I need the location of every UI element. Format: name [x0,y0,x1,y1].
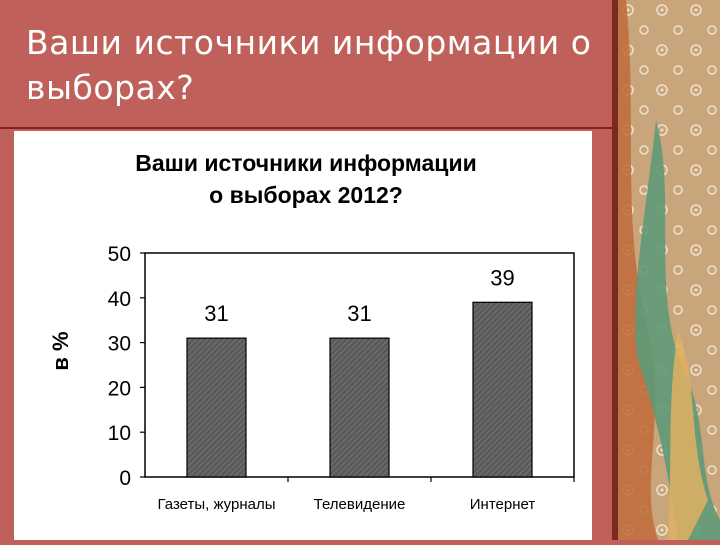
chart-title-line-1: Ваши источники информации [135,150,476,176]
bar [186,337,247,478]
y-axis: 0 10 20 30 40 50 [108,243,145,490]
y-tick-label: 40 [108,288,131,311]
bar-value-label: 31 [347,301,371,326]
bar-value-label: 39 [490,265,514,290]
x-axis: Газеты, журналы Телевидение Интернет [157,477,575,513]
y-tick-label: 30 [108,333,131,356]
decorative-border [612,0,620,540]
chart-title-line-2: о выборах 2012? [209,182,403,208]
chart-card: Ваши источники информации о выборах 2012… [14,131,592,540]
x-tick-label: Интернет [470,496,536,513]
x-tick-label: Газеты, журналы [157,496,275,513]
y-axis-label: в % [48,331,73,370]
bar-chart: Ваши источники информации о выборах 2012… [48,150,575,513]
y-tick-label: 50 [108,243,131,266]
y-tick-label: 0 [119,467,131,490]
title-divider [0,127,622,129]
bar-value-label: 31 [204,301,228,326]
y-tick-label: 10 [108,422,131,445]
decorative-floral-panel [618,0,720,540]
data-labels: 31 31 39 [204,265,514,326]
bars [186,301,533,478]
x-tick-label: Телевидение [314,496,406,513]
bar [472,301,533,478]
slide-title: Ваши источники информации о выборах? [26,23,592,107]
y-tick-label: 20 [108,377,131,400]
bar [329,337,390,478]
